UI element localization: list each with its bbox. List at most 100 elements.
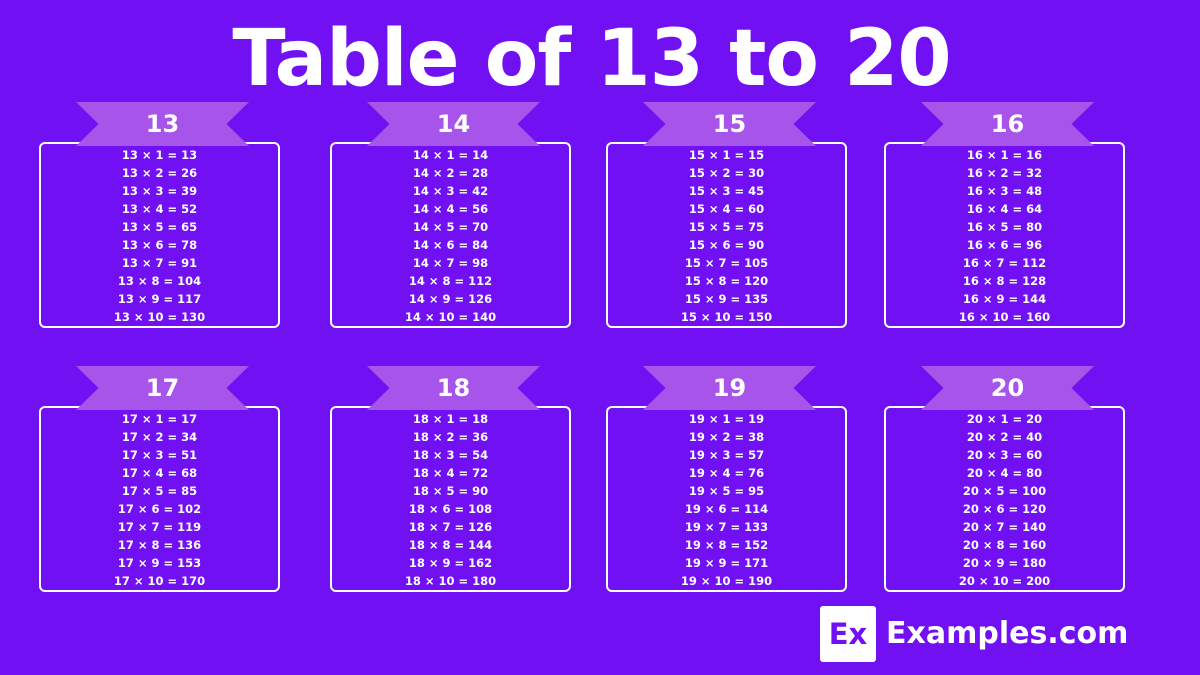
table-row: 16 × 1 = 16 bbox=[966, 148, 1043, 162]
table-row: 16 × 4 = 64 bbox=[966, 202, 1043, 216]
table-number: 17 bbox=[145, 374, 180, 402]
table-row: 19 × 10 = 190 bbox=[680, 574, 773, 588]
table-row: 18 × 10 = 180 bbox=[404, 574, 497, 588]
table-row: 18 × 3 = 54 bbox=[412, 448, 489, 462]
page-title: Table of 13 to 20 bbox=[232, 14, 951, 104]
table-row: 13 × 9 = 117 bbox=[117, 292, 202, 306]
table-row: 14 × 3 = 42 bbox=[412, 184, 489, 198]
table-row: 19 × 8 = 152 bbox=[684, 538, 769, 552]
table-number: 18 bbox=[436, 374, 471, 402]
table-rows: 16 × 1 = 16 16 × 2 = 32 16 × 3 = 48 16 × 4 … bbox=[884, 146, 1125, 326]
table-row: 13 × 3 = 39 bbox=[121, 184, 198, 198]
table-row: 16 × 6 = 96 bbox=[966, 238, 1043, 252]
table-row: 14 × 7 = 98 bbox=[412, 256, 489, 270]
table-row: 19 × 1 = 19 bbox=[688, 412, 765, 426]
table-row: 16 × 7 = 112 bbox=[962, 256, 1047, 270]
table-rows: 14 × 1 = 14 14 × 2 = 28 14 × 3 = 42 14 × 4 … bbox=[330, 146, 571, 326]
table-row: 16 × 10 = 160 bbox=[958, 310, 1051, 324]
table-row: 15 × 7 = 105 bbox=[684, 256, 769, 270]
table-card-14: 14 14 × 1 = 14 14 × 2 = 28 14 × 3 = 42 14 × … bbox=[330, 102, 575, 332]
table-row: 17 × 1 = 17 bbox=[121, 412, 198, 426]
table-row: 15 × 9 = 135 bbox=[684, 292, 769, 306]
table-row: 15 × 1 = 15 bbox=[688, 148, 765, 162]
table-row: 13 × 8 = 104 bbox=[117, 274, 202, 288]
table-row: 20 × 5 = 100 bbox=[962, 484, 1047, 498]
table-row: 17 × 5 = 85 bbox=[121, 484, 198, 498]
table-row: 14 × 8 = 112 bbox=[408, 274, 493, 288]
table-row: 16 × 9 = 144 bbox=[962, 292, 1047, 306]
table-row: 19 × 3 = 57 bbox=[688, 448, 765, 462]
table-row: 20 × 9 = 180 bbox=[962, 556, 1047, 570]
table-row: 13 × 6 = 78 bbox=[121, 238, 198, 252]
ribbon-banner bbox=[76, 102, 249, 146]
table-card-16: 16 16 × 1 = 16 16 × 2 = 32 16 × 3 = 48 16 × … bbox=[884, 102, 1129, 332]
ribbon-banner bbox=[76, 366, 249, 410]
table-card-17: 17 17 × 1 = 17 17 × 2 = 34 17 × 3 = 51 17 × … bbox=[39, 366, 284, 596]
table-row: 18 × 4 = 72 bbox=[412, 466, 489, 480]
table-row: 14 × 5 = 70 bbox=[412, 220, 489, 234]
table-rows: 19 × 1 = 19 19 × 2 = 38 19 × 3 = 57 19 × 4 … bbox=[606, 410, 847, 590]
table-rows: 17 × 1 = 17 17 × 2 = 34 17 × 3 = 51 17 × 4 … bbox=[39, 410, 280, 590]
table-row: 14 × 10 = 140 bbox=[404, 310, 497, 324]
table-number: 20 bbox=[990, 374, 1025, 402]
table-row: 20 × 7 = 140 bbox=[962, 520, 1047, 534]
table-row: 19 × 9 = 171 bbox=[684, 556, 769, 570]
table-row: 20 × 2 = 40 bbox=[966, 430, 1043, 444]
ribbon-banner bbox=[921, 366, 1094, 410]
table-card-19: 19 19 × 1 = 19 19 × 2 = 38 19 × 3 = 57 19 × … bbox=[606, 366, 851, 596]
table-row: 18 × 6 = 108 bbox=[408, 502, 493, 516]
table-row: 14 × 1 = 14 bbox=[412, 148, 489, 162]
table-row: 17 × 8 = 136 bbox=[117, 538, 202, 552]
table-row: 15 × 3 = 45 bbox=[688, 184, 765, 198]
table-row: 16 × 3 = 48 bbox=[966, 184, 1043, 198]
table-rows: 18 × 1 = 18 18 × 2 = 36 18 × 3 = 54 18 × 4 … bbox=[330, 410, 571, 590]
ribbon-banner bbox=[367, 366, 540, 410]
table-row: 16 × 8 = 128 bbox=[962, 274, 1047, 288]
table-row: 20 × 3 = 60 bbox=[966, 448, 1043, 462]
table-number: 19 bbox=[712, 374, 747, 402]
table-row: 13 × 4 = 52 bbox=[121, 202, 198, 216]
table-number: 15 bbox=[712, 110, 747, 138]
ribbon-banner bbox=[643, 102, 816, 146]
table-row: 19 × 4 = 76 bbox=[688, 466, 765, 480]
table-row: 17 × 6 = 102 bbox=[117, 502, 202, 516]
table-row: 13 × 2 = 26 bbox=[121, 166, 198, 180]
table-row: 14 × 4 = 56 bbox=[412, 202, 489, 216]
table-row: 20 × 4 = 80 bbox=[966, 466, 1043, 480]
table-row: 15 × 5 = 75 bbox=[688, 220, 765, 234]
table-row: 16 × 5 = 80 bbox=[966, 220, 1043, 234]
table-rows: 15 × 1 = 15 15 × 2 = 30 15 × 3 = 45 15 × 4 … bbox=[606, 146, 847, 326]
table-row: 17 × 2 = 34 bbox=[121, 430, 198, 444]
table-row: 13 × 7 = 91 bbox=[121, 256, 198, 270]
table-row: 17 × 10 = 170 bbox=[113, 574, 206, 588]
ribbon-banner bbox=[643, 366, 816, 410]
table-row: 17 × 3 = 51 bbox=[121, 448, 198, 462]
table-card-13: 13 13 × 1 = 13 13 × 2 = 26 13 × 3 = 39 13 × … bbox=[39, 102, 284, 332]
table-row: 20 × 8 = 160 bbox=[962, 538, 1047, 552]
table-row: 19 × 5 = 95 bbox=[688, 484, 765, 498]
table-row: 19 × 6 = 114 bbox=[684, 502, 769, 516]
table-row: 17 × 7 = 119 bbox=[117, 520, 202, 534]
table-row: 18 × 2 = 36 bbox=[412, 430, 489, 444]
table-row: 20 × 6 = 120 bbox=[962, 502, 1047, 516]
table-row: 18 × 8 = 144 bbox=[408, 538, 493, 552]
table-rows: 20 × 1 = 20 20 × 2 = 40 20 × 3 = 60 20 × 4 … bbox=[884, 410, 1125, 590]
table-row: 15 × 4 = 60 bbox=[688, 202, 765, 216]
table-card-18: 18 18 × 1 = 18 18 × 2 = 36 18 × 3 = 54 18 × … bbox=[330, 366, 575, 596]
table-row: 15 × 8 = 120 bbox=[684, 274, 769, 288]
table-row: 15 × 6 = 90 bbox=[688, 238, 765, 252]
table-row: 18 × 9 = 162 bbox=[408, 556, 493, 570]
table-row: 15 × 10 = 150 bbox=[680, 310, 773, 324]
table-row: 19 × 2 = 38 bbox=[688, 430, 765, 444]
table-card-15: 15 15 × 1 = 15 15 × 2 = 30 15 × 3 = 45 15 × … bbox=[606, 102, 851, 332]
ribbon-banner bbox=[367, 102, 540, 146]
table-row: 20 × 1 = 20 bbox=[966, 412, 1043, 426]
table-card-20: 20 20 × 1 = 20 20 × 2 = 40 20 × 3 = 60 20 × … bbox=[884, 366, 1129, 596]
brand-logo-text: Ex bbox=[828, 617, 868, 651]
table-row: 14 × 9 = 126 bbox=[408, 292, 493, 306]
table-number: 14 bbox=[436, 110, 471, 138]
table-row: 13 × 10 = 130 bbox=[113, 310, 206, 324]
table-row: 19 × 7 = 133 bbox=[684, 520, 769, 534]
table-number: 16 bbox=[990, 110, 1025, 138]
table-row: 17 × 4 = 68 bbox=[121, 466, 198, 480]
